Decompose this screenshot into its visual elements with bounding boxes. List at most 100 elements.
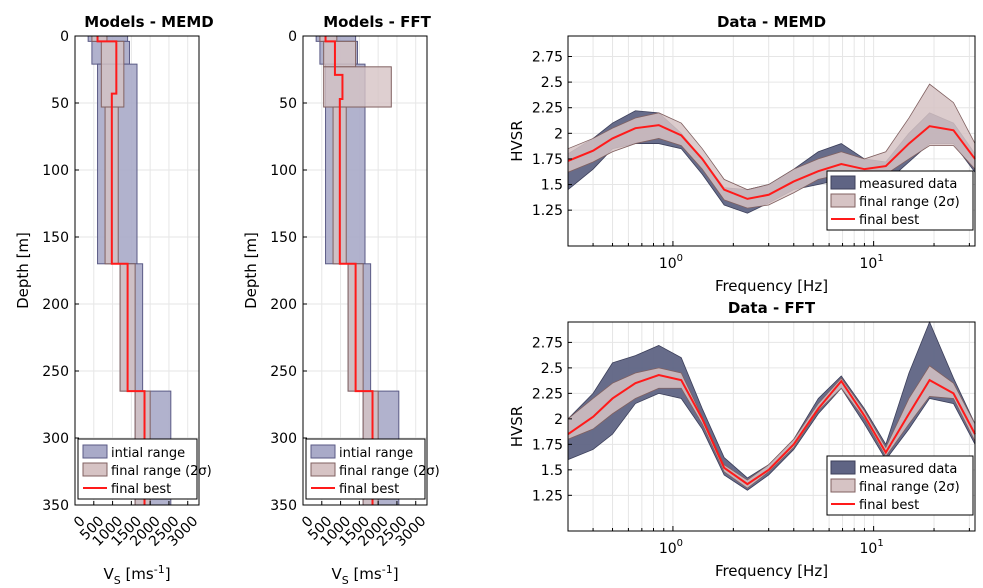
legend-label: measured data <box>859 177 957 192</box>
chart-title: Models - FFT <box>323 13 431 31</box>
legend: intial range final range (2σ) final best <box>77 438 212 500</box>
y-tick-label: 1.25 <box>532 488 563 504</box>
y-tick-label: 50 <box>279 96 297 112</box>
x-axis-label-part: -1 <box>382 563 393 576</box>
y-tick-label: 2.5 <box>541 75 563 91</box>
y-tick-label: 2.5 <box>541 361 563 377</box>
legend-label: final best <box>859 498 919 513</box>
legend-swatch <box>830 478 856 493</box>
x-axis-label: Frequency [Hz] <box>715 562 828 580</box>
y-tick-label: 1.5 <box>541 178 563 194</box>
x-axis-label-part: -1 <box>154 563 165 576</box>
x-axis-label-part: ] <box>165 565 171 583</box>
best-profile-line <box>96 36 146 505</box>
x-axis-label-part: V <box>103 565 114 583</box>
legend-label: measured data <box>859 462 957 477</box>
y-tick-label: 50 <box>51 96 69 112</box>
y-tick-label: 350 <box>270 498 297 514</box>
legend: measured data final range (2σ) final best <box>826 170 974 231</box>
y-tick-label: 1.75 <box>532 152 563 168</box>
legend-label: final best <box>859 213 919 228</box>
x-axis-label-part: [ms <box>349 565 382 583</box>
x-axis-label-part: S <box>342 574 349 587</box>
x-tick-exp: 1 <box>877 253 883 264</box>
y-tick-label: 1.25 <box>532 203 563 219</box>
legend-label: final best <box>111 482 171 497</box>
legend: intial range final range (2σ) final best <box>305 438 440 500</box>
best-profile-line <box>324 36 374 505</box>
x-axis-label-part: V <box>331 565 342 583</box>
y-tick-label: 150 <box>270 230 297 246</box>
y-tick-label: 1.75 <box>532 437 563 453</box>
y-tick-label: 2 <box>554 412 563 428</box>
x-tick-base: 10 <box>860 256 878 272</box>
legend-label: final range (2σ) <box>859 195 960 210</box>
chart-title: Data - MEMD <box>717 13 826 31</box>
y-tick-label: 150 <box>42 230 69 246</box>
legend-label: final range (2σ) <box>111 464 212 479</box>
y-tick-label: 2.25 <box>532 101 563 117</box>
legend: measured data final range (2σ) final best <box>826 455 974 516</box>
y-axis-label: Depth [m] <box>14 232 32 309</box>
y-axis-label: HVSR <box>508 120 526 161</box>
legend-label: intial range <box>339 446 413 461</box>
y-tick-label: 2 <box>554 126 563 142</box>
y-tick-label: 100 <box>270 163 297 179</box>
y-tick-label: 100 <box>42 163 69 179</box>
y-tick-label: 2.75 <box>532 335 563 351</box>
legend-label: final range (2σ) <box>859 480 960 495</box>
legend-label: final best <box>339 482 399 497</box>
x-tick-base: 10 <box>659 256 677 272</box>
legend-swatch <box>830 460 856 475</box>
y-axis-label: Depth [m] <box>242 232 260 309</box>
legend-swatch <box>310 444 336 459</box>
y-tick-label: 1.5 <box>541 463 563 479</box>
best-fit-line <box>567 124 976 200</box>
axes-frame <box>302 35 428 506</box>
y-tick-label: 2.75 <box>532 49 563 65</box>
y-tick-label: 2.25 <box>532 386 563 402</box>
x-axis-label: VS [ms-1] <box>103 563 170 587</box>
legend-swatch <box>830 193 856 208</box>
final-range-box <box>323 66 392 108</box>
chart-title: Models - MEMD <box>84 13 213 31</box>
y-tick-label: 300 <box>270 431 297 447</box>
x-axis-label-part: [ms <box>121 565 154 583</box>
model-panel-1: 0501001502002503003500500100015002000250… <box>242 13 440 587</box>
y-tick-label: 250 <box>42 364 69 380</box>
best-fit-line <box>567 373 976 486</box>
legend-swatch <box>82 462 108 477</box>
x-axis-label: Frequency [Hz] <box>715 277 828 295</box>
chart-title: Data - FFT <box>728 299 816 317</box>
axes-frame <box>567 35 976 247</box>
legend-swatch <box>82 444 108 459</box>
y-tick-label: 200 <box>270 297 297 313</box>
legend-label: final range (2σ) <box>339 464 440 479</box>
x-tick-label: 100 <box>659 538 683 557</box>
y-tick-label: 0 <box>60 29 69 45</box>
x-tick-base: 10 <box>659 541 677 557</box>
x-axis-label-part: S <box>114 574 121 587</box>
x-tick-exp: 1 <box>877 538 883 549</box>
x-tick-label: 101 <box>860 538 884 557</box>
final-range-box <box>323 40 357 68</box>
x-axis-label: VS [ms-1] <box>331 563 398 587</box>
model-panel-0: 0501001502002503003500500100015002000250… <box>14 13 214 587</box>
x-tick-exp: 0 <box>677 253 683 264</box>
legend-swatch <box>310 462 336 477</box>
legend-swatch <box>830 175 856 190</box>
x-tick-label: 101 <box>860 253 884 272</box>
x-tick-exp: 0 <box>677 538 683 549</box>
axes-frame <box>567 321 976 532</box>
y-tick-label: 200 <box>42 297 69 313</box>
legend-label: intial range <box>111 446 185 461</box>
y-tick-label: 250 <box>270 364 297 380</box>
x-tick-label: 100 <box>659 253 683 272</box>
axes-frame <box>74 35 200 506</box>
y-tick-label: 300 <box>42 431 69 447</box>
y-tick-label: 350 <box>42 498 69 514</box>
x-tick-base: 10 <box>860 541 878 557</box>
x-axis-label-part: ] <box>393 565 399 583</box>
